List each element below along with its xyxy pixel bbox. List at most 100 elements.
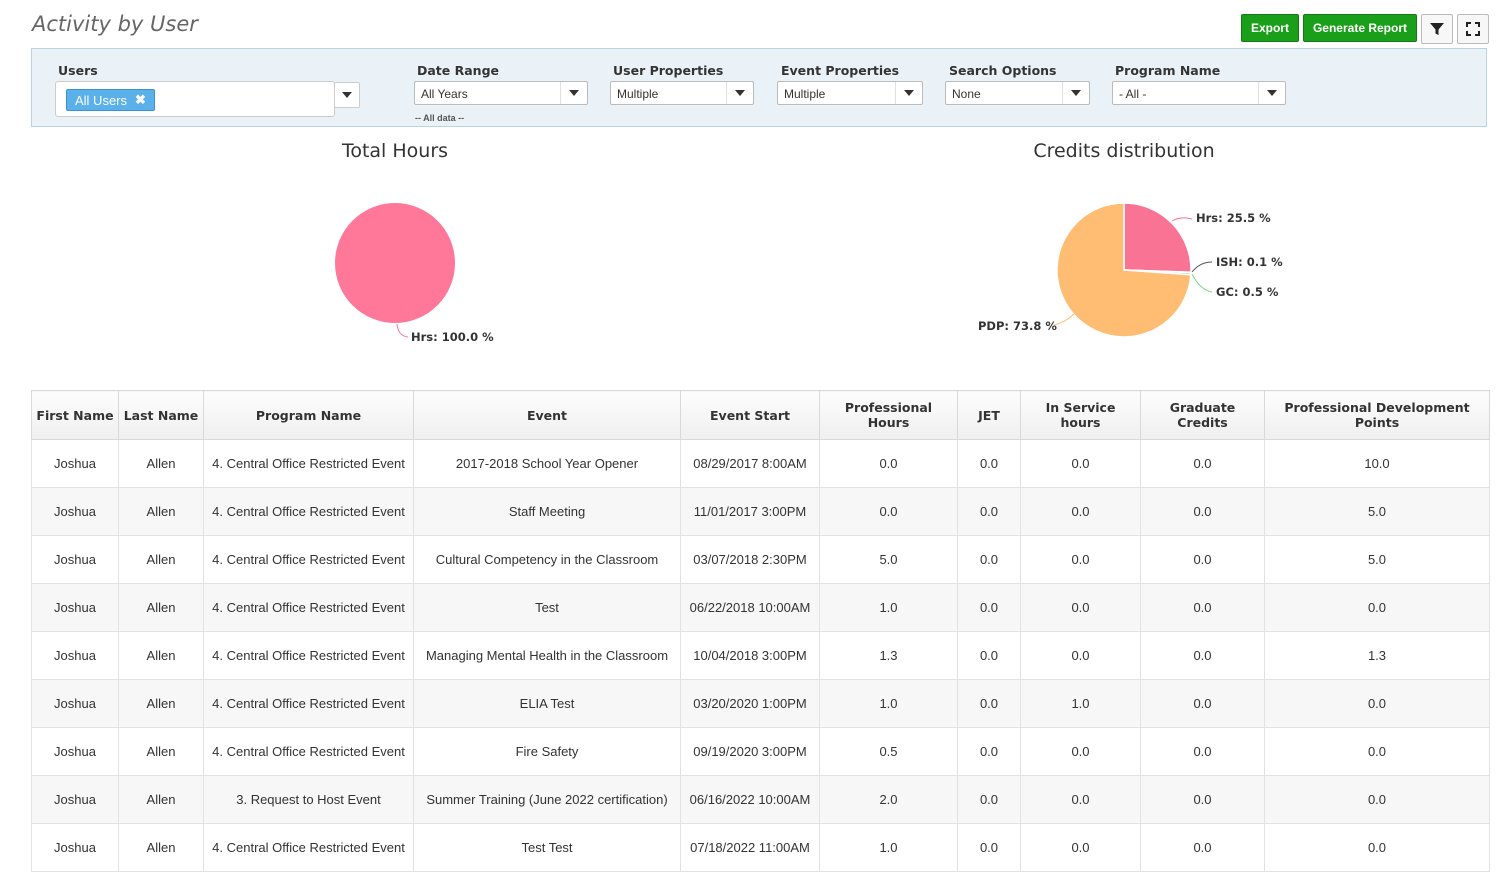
chevron-down-icon (1267, 90, 1277, 96)
cell-event-start: 06/16/2022 10:00AM (680, 775, 820, 824)
search-options-select[interactable]: None (945, 81, 1090, 105)
col-program-name[interactable]: Program Name (203, 390, 414, 440)
remove-chip-icon[interactable]: ✖ (135, 92, 146, 107)
pie-slice-hrs[interactable] (335, 203, 455, 323)
users-select[interactable]: All Users ✖ (55, 81, 335, 117)
pdp-connector (1053, 313, 1075, 326)
pie-slice-hrs[interactable] (1123, 202, 1192, 273)
date-range-value: All Years (421, 87, 468, 101)
table-row[interactable]: Joshua Allen 4. Central Office Restricted … (31, 679, 1490, 728)
cell-professional-hours: 1.3 (819, 631, 958, 680)
cell-pd-points: 0.0 (1264, 823, 1490, 872)
cell-event-start: 11/01/2017 3:00PM (680, 487, 820, 536)
cell-pd-points: 1.3 (1264, 631, 1490, 680)
user-properties-value: Multiple (617, 87, 659, 101)
table-row[interactable]: Joshua Allen 4. Central Office Restricted … (31, 823, 1490, 872)
slice-connector (396, 323, 409, 338)
cell-event-start: 03/07/2018 2:30PM (680, 535, 820, 584)
cell-event: Cultural Competency in the Classroom (413, 535, 681, 584)
cell-program-name: 3. Request to Host Event (203, 775, 414, 824)
cell-event-start: 03/20/2020 1:00PM (680, 679, 820, 728)
credits-distribution-title: Credits distribution (1033, 140, 1215, 162)
export-button[interactable]: Export (1240, 14, 1299, 42)
table-row[interactable]: Joshua Allen 4. Central Office Restricted … (31, 583, 1490, 632)
cell-jet: 0.0 (957, 487, 1021, 536)
pie-slice-pdp[interactable] (1056, 202, 1192, 338)
slice-label-hrs: Hrs: 100.0 % (411, 330, 494, 344)
cell-first-name: Joshua (31, 487, 119, 536)
cell-program-name: 4. Central Office Restricted Event (203, 823, 414, 872)
cell-graduate-credits: 0.0 (1140, 439, 1265, 488)
cell-event: Managing Mental Health in the Classroom (413, 631, 681, 680)
date-range-select[interactable]: All Years (414, 81, 588, 105)
cell-event-start: 09/19/2020 3:00PM (680, 727, 820, 776)
cell-jet: 0.0 (957, 583, 1021, 632)
cell-graduate-credits: 0.0 (1140, 583, 1265, 632)
cell-first-name: Joshua (31, 583, 119, 632)
program-name-select[interactable]: - All - (1112, 81, 1286, 105)
col-pd-points[interactable]: Professional Development Points (1264, 390, 1490, 440)
event-properties-value: Multiple (784, 87, 826, 101)
cell-jet: 0.0 (957, 775, 1021, 824)
date-range-label: Date Range (417, 63, 500, 78)
cell-jet: 0.0 (957, 535, 1021, 584)
page-title: Activity by User (32, 12, 198, 36)
cell-pd-points: 5.0 (1264, 535, 1490, 584)
cell-professional-hours: 0.5 (819, 727, 958, 776)
slice-label-pdp: PDP: 73.8 % (978, 319, 1057, 333)
table-row[interactable]: Joshua Allen 4. Central Office Restricted … (31, 727, 1490, 776)
col-jet[interactable]: JET (957, 390, 1021, 440)
users-dropdown-button[interactable] (334, 82, 360, 108)
table-row[interactable]: Joshua Allen 4. Central Office Restricted … (31, 535, 1490, 584)
slice-label-ish: ISH: 0.1 % (1216, 255, 1283, 269)
user-properties-select[interactable]: Multiple (610, 81, 754, 105)
cell-jet: 0.0 (957, 727, 1021, 776)
cell-first-name: Joshua (31, 775, 119, 824)
program-name-label: Program Name (1115, 63, 1221, 78)
col-graduate-credits[interactable]: Graduate Credits (1140, 390, 1265, 440)
col-first-name[interactable]: First Name (31, 390, 119, 440)
cell-program-name: 4. Central Office Restricted Event (203, 535, 414, 584)
table-header-row: First Name Last Name Program Name Event … (31, 390, 1490, 440)
cell-first-name: Joshua (31, 823, 119, 872)
total-hours-chart: Hrs: 100.0 % (335, 203, 494, 344)
cell-jet: 0.0 (957, 823, 1021, 872)
cell-pd-points: 5.0 (1264, 487, 1490, 536)
col-in-service-hours[interactable]: In Service hours (1020, 390, 1141, 440)
generate-report-button[interactable]: Generate Report (1302, 14, 1417, 42)
cell-program-name: 4. Central Office Restricted Event (203, 487, 414, 536)
cell-last-name: Allen (118, 583, 204, 632)
cell-event-start: 10/04/2018 3:00PM (680, 631, 820, 680)
fullscreen-button[interactable] (1457, 14, 1489, 44)
cell-professional-hours: 2.0 (819, 775, 958, 824)
cell-last-name: Allen (118, 775, 204, 824)
cell-jet: 0.0 (957, 631, 1021, 680)
cell-in-service-hours: 0.0 (1020, 535, 1141, 584)
col-last-name[interactable]: Last Name (118, 390, 204, 440)
cell-program-name: 4. Central Office Restricted Event (203, 583, 414, 632)
cell-professional-hours: 1.0 (819, 679, 958, 728)
all-users-chip[interactable]: All Users ✖ (66, 89, 155, 111)
col-professional-hours[interactable]: Professional Hours (819, 390, 958, 440)
slice-label-hrs: Hrs: 25.5 % (1196, 211, 1271, 225)
cell-jet: 0.0 (957, 439, 1021, 488)
cell-event-start: 08/29/2017 8:00AM (680, 439, 820, 488)
col-event-start[interactable]: Event Start (680, 390, 820, 440)
cell-in-service-hours: 0.0 (1020, 823, 1141, 872)
table-row[interactable]: Joshua Allen 4. Central Office Restricted … (31, 631, 1490, 680)
filter-button[interactable] (1421, 14, 1453, 44)
cell-program-name: 4. Central Office Restricted Event (203, 631, 414, 680)
cell-in-service-hours: 0.0 (1020, 631, 1141, 680)
col-event[interactable]: Event (413, 390, 681, 440)
event-properties-select[interactable]: Multiple (777, 81, 923, 105)
credits-distribution-chart: Hrs: 25.5 % ISH: 0.1 % GC: 0.5 % PDP: 73… (978, 202, 1283, 338)
cell-last-name: Allen (118, 439, 204, 488)
cell-in-service-hours: 0.0 (1020, 439, 1141, 488)
table-row[interactable]: Joshua Allen 4. Central Office Restricted … (31, 487, 1490, 536)
table-row[interactable]: Joshua Allen 4. Central Office Restricted … (31, 439, 1490, 488)
user-properties-label: User Properties (613, 63, 724, 78)
cell-professional-hours: 5.0 (819, 535, 958, 584)
cell-professional-hours: 0.0 (819, 439, 958, 488)
cell-pd-points: 0.0 (1264, 679, 1490, 728)
table-row[interactable]: Joshua Allen 3. Request to Host Event Summe… (31, 775, 1490, 824)
